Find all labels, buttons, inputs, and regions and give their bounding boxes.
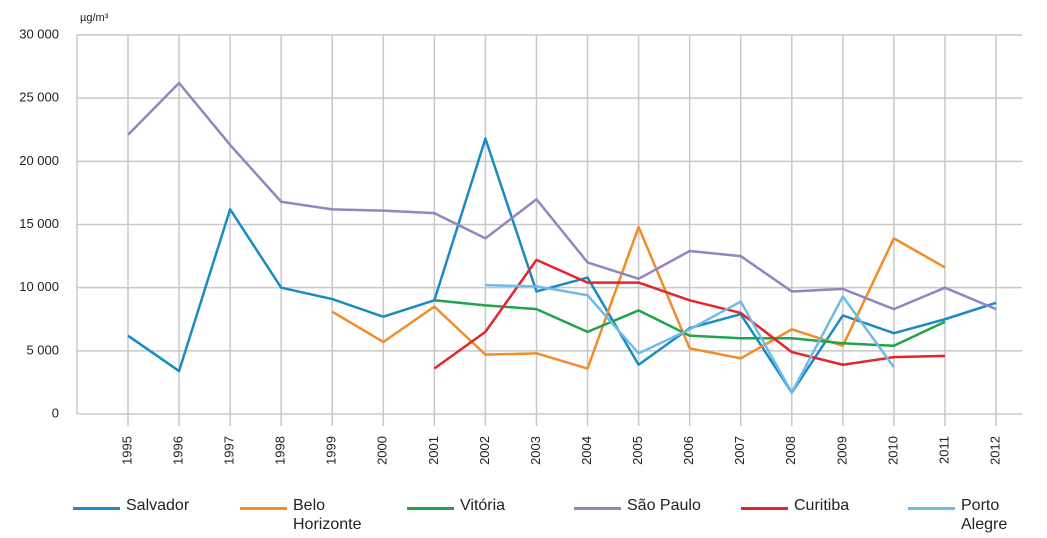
series-line [434,299,946,348]
legend-swatch [574,507,621,510]
legend-label: Vitória [460,497,506,514]
legend-item: Belo Horizonte [240,496,407,534]
x-tick-label: 1997 [222,436,237,465]
legend-item: Salvador [73,496,240,534]
series-line [331,225,946,370]
series-line [433,258,945,370]
legend-swatch [73,507,120,510]
x-tick-label: 1995 [119,436,134,465]
x-tick-label: 1999 [324,436,339,465]
legend-swatch [240,507,287,510]
y-tick-label: 30 000 [19,26,59,41]
x-tick-label: 2012 [987,436,1002,465]
legend-label: Belo Horizonte [293,497,362,533]
legend-label: São Paulo [627,497,701,514]
legend-swatch [741,507,788,510]
series-line [127,81,997,311]
x-tick-label: 2001 [426,436,441,465]
legend-item: Vitória [407,496,574,534]
legend-swatch [407,507,454,510]
legend: Salvador Belo Horizonte Vitória São Paulo Cu… [73,496,1047,534]
x-tick-label: 1996 [170,436,185,465]
legend-swatch [908,507,955,510]
x-tick-label: 2005 [630,436,645,465]
y-tick-label: 15 000 [19,216,59,231]
series-line [485,283,895,394]
x-tick-label: 2003 [528,436,543,465]
x-tick-label: 2002 [477,436,492,465]
y-tick-label: 0 [52,405,59,420]
x-tick-label: 2009 [834,436,849,465]
legend-label: Salvador [126,497,190,514]
y-unit: µg/m³ [80,12,109,24]
legend-item: Curitiba [741,496,908,534]
legend-item: Porto Alegre [908,496,1047,534]
x-tick-label: 1998 [273,436,288,465]
x-tick-label: 2006 [681,436,696,465]
x-tick-label: 2007 [732,436,747,465]
y-tick-label: 25 000 [19,90,59,105]
x-tick-label: 2008 [783,436,798,465]
x-tick-label: 2011 [936,436,951,464]
legend-item: São Paulo [574,496,741,534]
y-tick-label: 10 000 [19,279,59,294]
series-line [127,137,997,394]
y-tick-label: 5 000 [26,342,59,357]
y-tick-label: 20 000 [19,153,59,168]
x-tick-label: 2000 [375,436,390,465]
x-tick-label: 2010 [885,436,900,465]
legend-label: Curitiba [794,497,850,514]
x-tick-label: 2004 [579,436,594,465]
chart: µg/m³ 0 5 000 10 000 15 000 20 000 25 000 30 0… [19,12,1022,465]
legend-label: Porto Alegre [961,497,1008,533]
